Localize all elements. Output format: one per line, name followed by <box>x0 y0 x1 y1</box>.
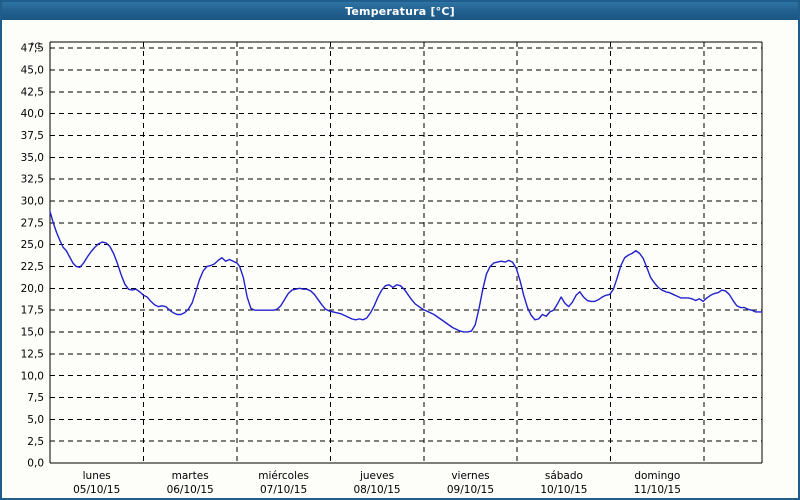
axis-lines <box>49 41 763 464</box>
y-axis-tick-label: 32,5 <box>21 174 44 186</box>
y-axis-tick-label: 35,0 <box>21 152 44 164</box>
y-axis-tick-label: 30,0 <box>21 196 44 208</box>
x-axis-date-label: 08/10/15 <box>353 484 400 496</box>
x-axis-date-label: 06/10/15 <box>167 484 214 496</box>
horizontal-gridlines <box>50 47 762 442</box>
x-axis-day-label: sábado <box>545 470 583 482</box>
y-axis-tick-labels: 0,0 2,5 5,0 7,5 10,0 12,5 15,0 17,5 20,0 22,5 25,0… <box>21 43 44 470</box>
y-axis-tick-label: 37,5 <box>21 130 44 142</box>
x-axis-day-label: viernes <box>451 470 489 482</box>
page-title: Temperatura [°C] <box>345 4 455 18</box>
y-axis-tick-label: 7,5 <box>27 392 44 404</box>
y-axis-tick-label: 20,0 <box>21 283 44 295</box>
x-axis-day-label: lunes <box>83 470 111 482</box>
temperature-line <box>49 210 763 333</box>
y-axis-tick-label: 17,5 <box>21 305 44 317</box>
y-axis-tick-label: 22,5 <box>21 261 44 273</box>
window-title-bar: Temperatura [°C] <box>2 2 798 20</box>
y-axis-tick-label: 42,5 <box>21 86 44 98</box>
x-axis-date-label: 07/10/15 <box>260 484 307 496</box>
y-axis-tick-label: 45,0 <box>21 65 44 77</box>
y-axis-tick-label: 5,0 <box>27 414 44 426</box>
chart-plot-area: 0,0 2,5 5,0 7,5 10,0 12,5 15,0 17,5 20,0 22,5 25,0… <box>2 20 798 498</box>
x-axis-tick-labels: lunes 05/10/15 martes 06/10/15 miércoles 07/1… <box>73 470 681 496</box>
x-axis-date-label: 10/10/15 <box>540 484 587 496</box>
y-axis-tick-label: 15,0 <box>21 327 44 339</box>
y-axis-tick-label: 27,5 <box>21 217 44 229</box>
y-axis-tick-label: 10,0 <box>21 370 44 382</box>
x-axis-date-label: 05/10/15 <box>73 484 120 496</box>
y-axis-tick-label: 25,0 <box>21 239 44 251</box>
x-axis-day-label: miércoles <box>258 470 309 482</box>
vertical-gridlines <box>142 42 705 463</box>
y-axis-tick-label: 2,5 <box>27 436 44 448</box>
y-axis-unit-label: °C <box>30 42 41 52</box>
y-axis-tick-label: 47,5 <box>21 43 44 55</box>
x-axis-day-label: domingo <box>634 470 680 482</box>
y-axis-tick-label: 0,0 <box>27 458 44 470</box>
x-axis-date-label: 11/10/15 <box>634 484 681 496</box>
y-axis-unit-label: °C <box>30 42 41 52</box>
temperature-line-chart: 0,0 2,5 5,0 7,5 10,0 12,5 15,0 17,5 20,0 22,5 25,0… <box>21 41 763 496</box>
y-axis-tick-label: 40,0 <box>21 108 44 120</box>
x-axis-day-label: jueves <box>359 470 394 482</box>
temperature-series-line <box>49 210 763 333</box>
y-axis-tick-label: 12,5 <box>21 348 44 360</box>
x-axis-day-label: martes <box>172 470 209 482</box>
x-axis-date-label: 09/10/15 <box>447 484 494 496</box>
